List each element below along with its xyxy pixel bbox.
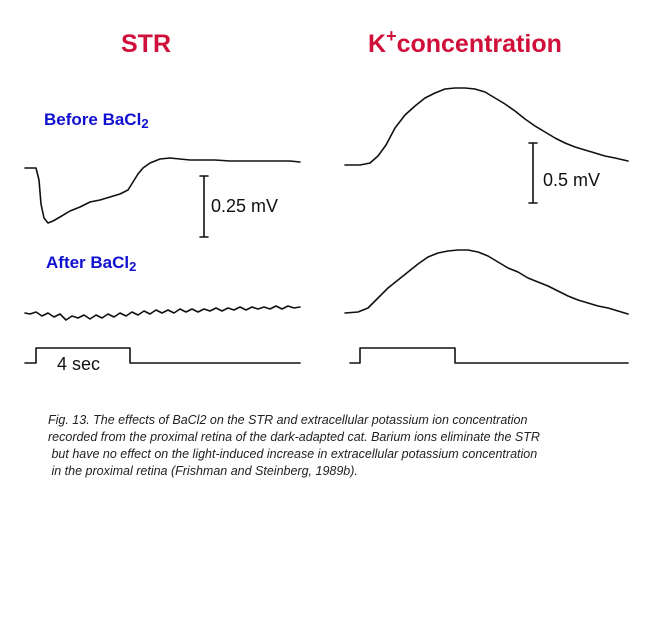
str-before-trace — [24, 157, 301, 224]
caption-line-3: but have no effect on the light-induced … — [48, 447, 538, 461]
caption-line-1: Fig. 13. The effects of BaCl2 on the STR… — [48, 413, 528, 427]
before-bacl2-text: Before BaCl — [44, 110, 142, 129]
k-after-trace — [344, 249, 629, 315]
k-before-trace — [344, 87, 629, 166]
before-bacl2-label: Before BaCl2 — [44, 110, 149, 131]
k-stimulus-trace — [349, 347, 629, 364]
caption-line-2: recorded from the proximal retina of the… — [48, 430, 540, 444]
str-stimulus-trace — [24, 347, 301, 364]
k-scale-label: 0.5 mV — [543, 170, 601, 190]
stimulus-duration-label: 4 sec — [57, 354, 101, 374]
str-after-trace — [24, 305, 301, 321]
after-bacl2-label: After BaCl2 — [46, 253, 136, 274]
str-scale-bar — [199, 175, 209, 238]
k-scale-bar — [528, 142, 538, 204]
str-scale-label: 0.25 mV — [211, 196, 279, 216]
figure-caption: Fig. 13. The effects of BaCl2 on the STR… — [48, 412, 618, 480]
potassium-charge: + — [386, 26, 397, 46]
concentration-word: concentration — [396, 30, 562, 58]
potassium-symbol: K — [368, 30, 387, 58]
caption-line-4: in the proximal retina (Frishman and Ste… — [48, 464, 358, 478]
potassium-title: K+concentration — [368, 26, 562, 59]
str-title: STR — [121, 30, 171, 58]
after-bacl2-subscript: 2 — [129, 259, 137, 274]
before-bacl2-subscript: 2 — [141, 116, 149, 131]
after-bacl2-text: After BaCl — [46, 253, 130, 272]
